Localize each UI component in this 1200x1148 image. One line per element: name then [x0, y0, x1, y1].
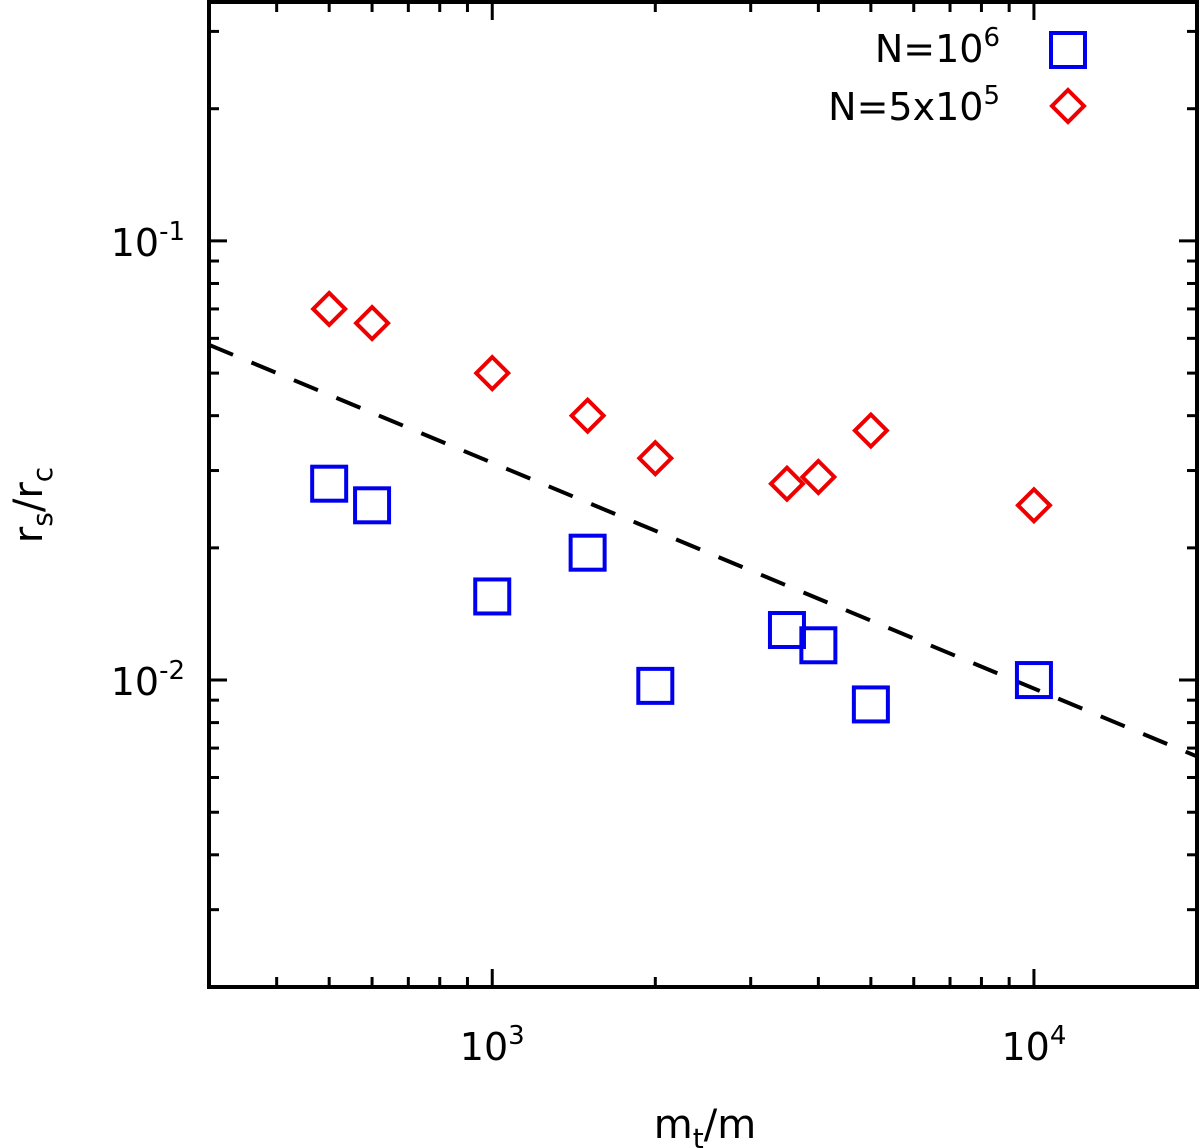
- diamond-marker-0: [310, 290, 349, 328]
- data-markers: [310, 290, 1053, 724]
- legend-marker-diamond: [1049, 87, 1087, 125]
- diamond-marker-5: [768, 464, 806, 503]
- diamond-marker-8: [1015, 486, 1053, 525]
- legend-label-n5e5: N=5x105: [828, 81, 1000, 129]
- legend-label-n1e6: N=106: [875, 23, 1000, 71]
- diamond-marker-1: [353, 304, 391, 342]
- square-marker-6: [799, 626, 838, 665]
- diamond-marker-2: [473, 354, 512, 392]
- y-tick-label-0.1: 10-1: [111, 217, 185, 265]
- diamond-marker-3: [568, 396, 607, 435]
- x-axis-label: mt/m: [654, 1102, 756, 1148]
- y-axis-label: rs/rc: [6, 467, 59, 543]
- legend-marker-square: [1049, 31, 1087, 69]
- square-marker-2: [473, 577, 512, 616]
- diamond-marker-6: [799, 458, 838, 496]
- diamond-marker-7: [852, 411, 890, 450]
- major-ticks: [209, 2, 1197, 987]
- square-marker-5: [767, 611, 806, 650]
- power-law-fit-line: [208, 342, 1198, 759]
- plot-frame: [207, 0, 1199, 989]
- square-marker-4: [636, 666, 675, 705]
- square-marker-7: [851, 685, 890, 724]
- diamond-marker-4: [636, 439, 675, 478]
- legend: N=106 N=5x105: [828, 23, 1087, 129]
- square-marker-0: [310, 464, 349, 503]
- square-marker-3: [568, 533, 607, 572]
- minor-ticks: [207, 2, 1199, 989]
- x-tick-label-1000: 103: [460, 1021, 525, 1069]
- square-marker-1: [353, 486, 392, 525]
- x-tick-label-10000: 104: [1001, 1021, 1066, 1069]
- y-tick-label-0.01: 10-2: [111, 656, 185, 704]
- square-marker-8: [1014, 661, 1053, 700]
